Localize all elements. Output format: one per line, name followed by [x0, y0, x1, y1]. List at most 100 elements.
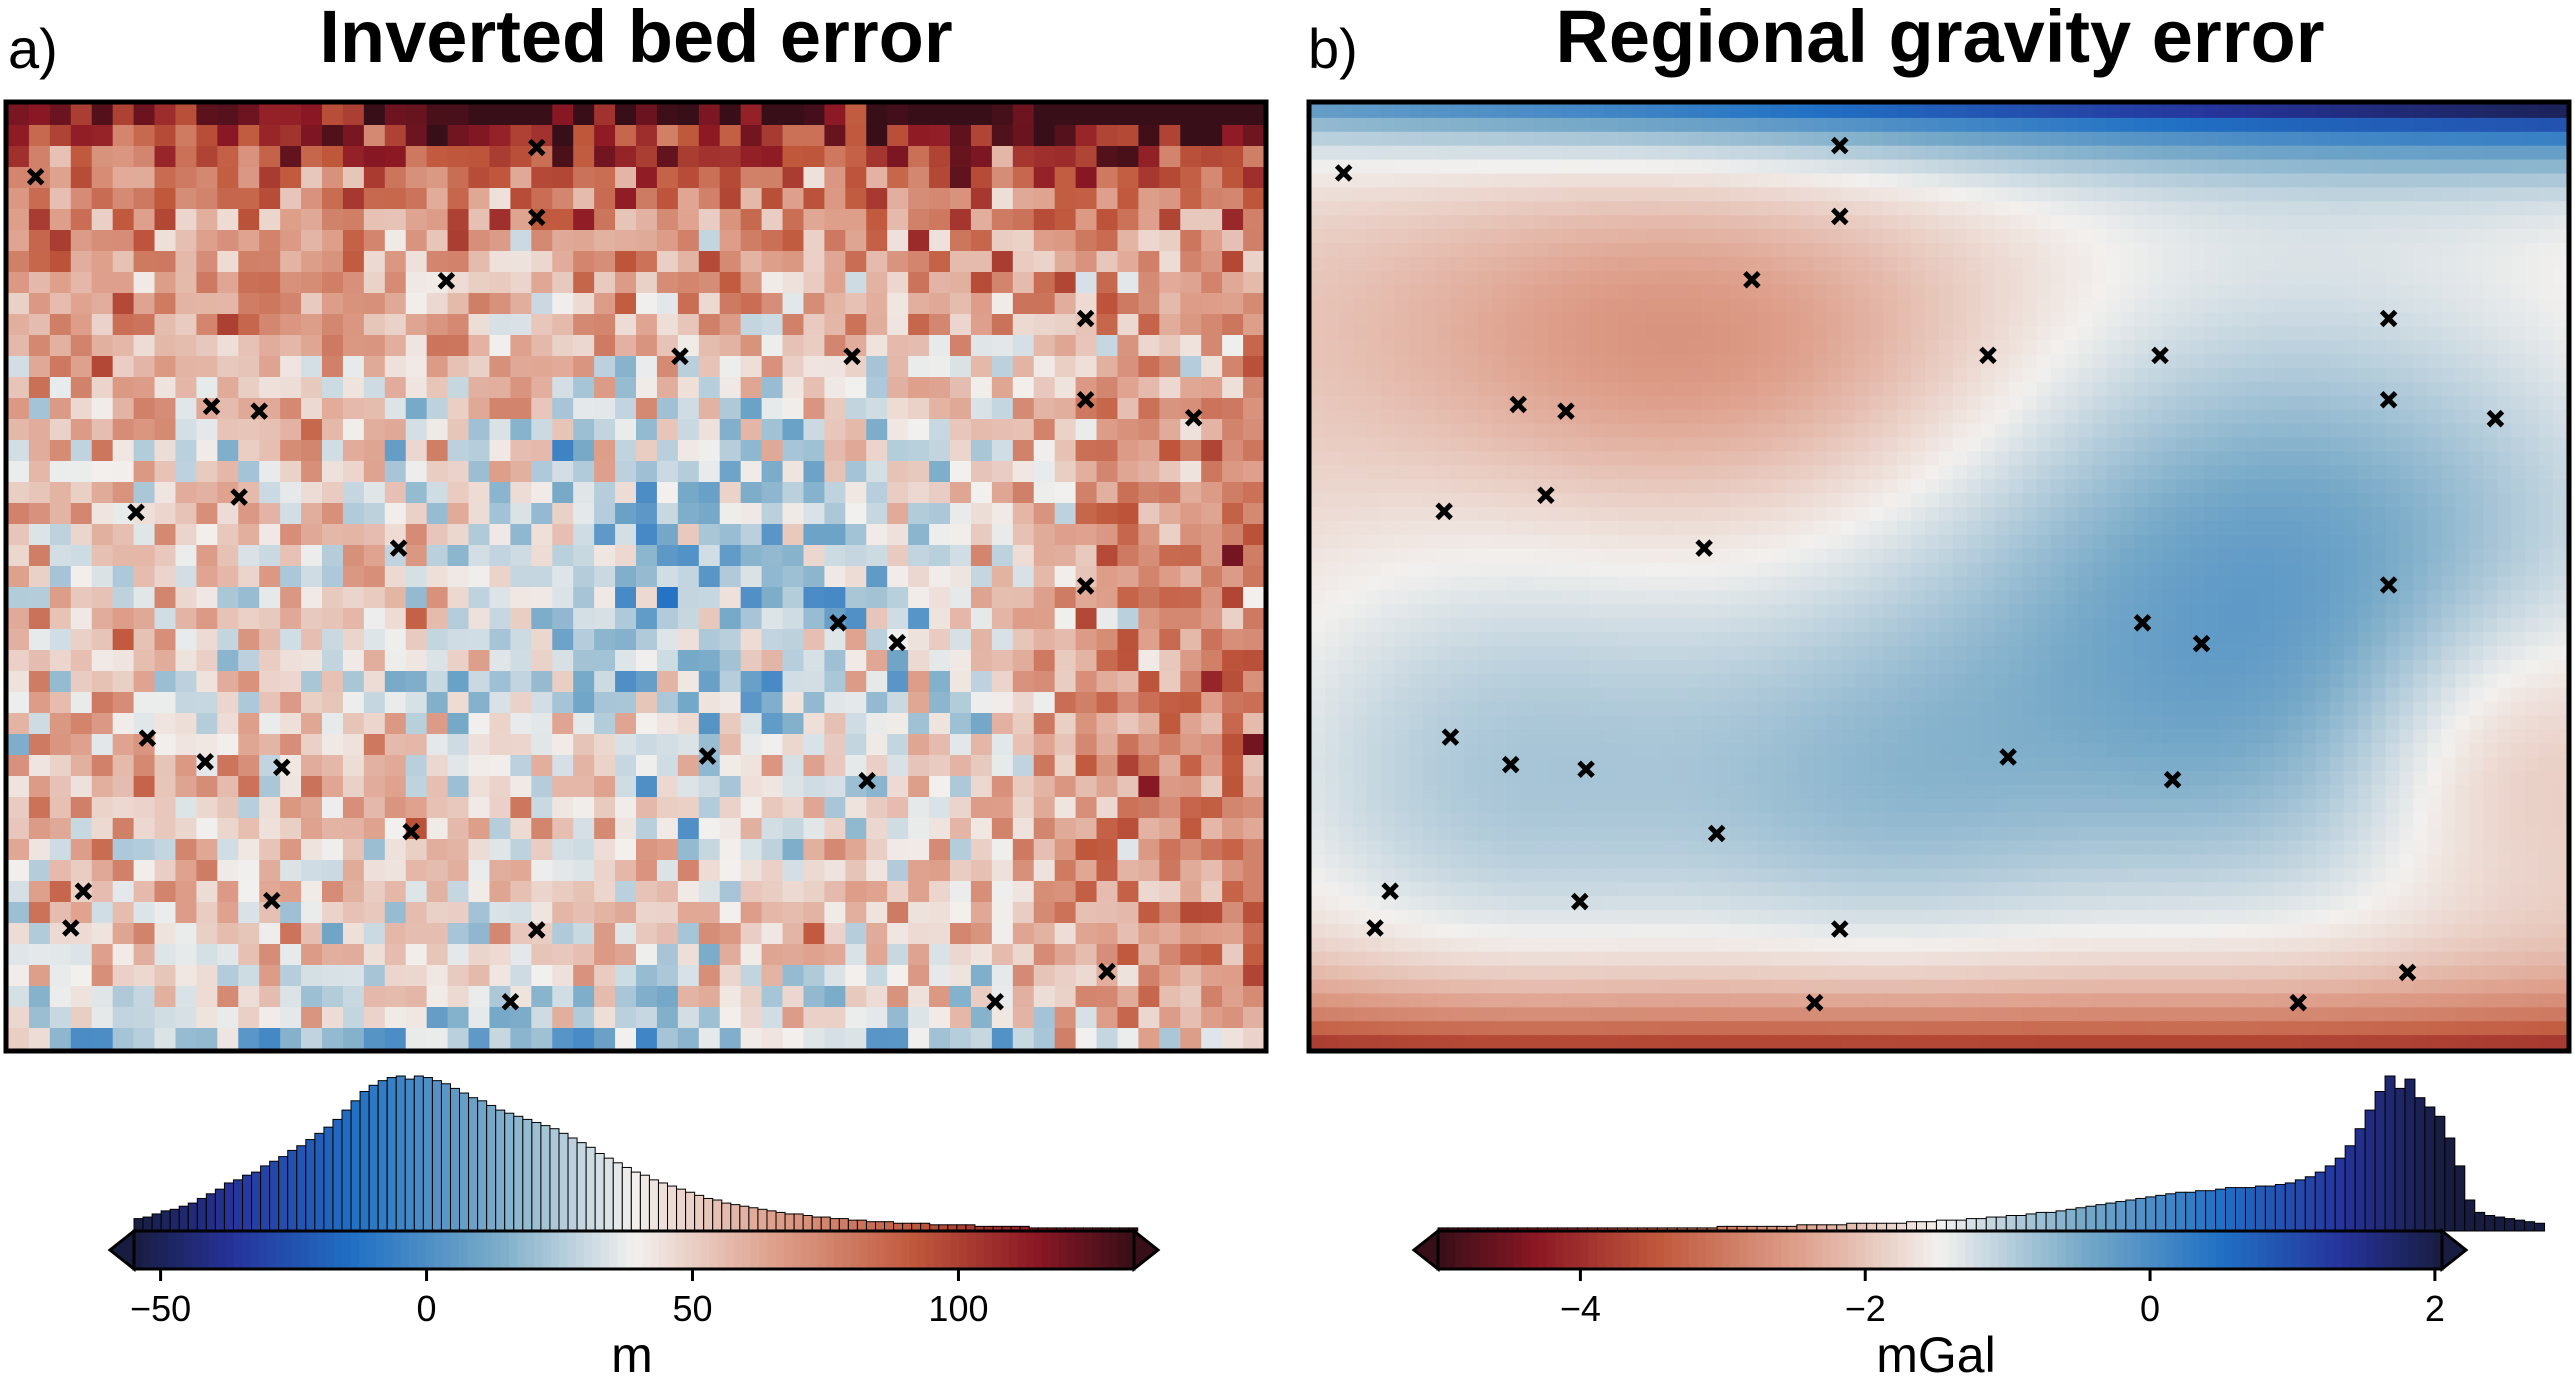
grid-cell [91, 272, 114, 294]
grid-cell [1911, 270, 1926, 286]
grid-cell [719, 818, 742, 840]
grid-cell [175, 818, 197, 840]
grid-cell [970, 503, 993, 525]
grid-cell [1827, 284, 1842, 300]
grid-cell [133, 587, 156, 609]
grid-cell [2022, 173, 2038, 188]
grid-cell [740, 965, 763, 987]
grid-cell [594, 629, 616, 651]
grid-cell [2413, 201, 2429, 216]
grid-cell [2329, 256, 2345, 272]
grid-cell [1243, 209, 1264, 231]
grid-cell [342, 524, 365, 546]
grid-cell [803, 314, 825, 336]
grid-cell [2301, 201, 2317, 216]
grid-cell [1159, 440, 1181, 462]
grid-cell [2525, 229, 2540, 244]
grid-cell [761, 419, 784, 441]
grid-cell [1562, 312, 1577, 327]
grid-cell [887, 272, 909, 294]
grid-cell [1243, 314, 1264, 336]
grid-cell [803, 167, 825, 189]
grid-cell [8, 797, 30, 819]
grid-cell [2036, 187, 2052, 202]
histogram-bar [368, 1084, 379, 1232]
grid-cell [468, 860, 491, 882]
grid-cell [217, 944, 239, 966]
colorbar-segment [225, 1231, 235, 1269]
grid-cell [782, 650, 805, 672]
grid-cell [1952, 215, 1968, 230]
grid-cell [175, 1007, 197, 1029]
colorbar-segment [784, 1231, 793, 1269]
grid-cell [1897, 215, 1912, 230]
grid-cell [2357, 326, 2373, 341]
grid-cell [1201, 146, 1223, 168]
grid-cell [1054, 314, 1077, 336]
grid-cell [8, 944, 30, 966]
grid-cell [1464, 242, 1480, 258]
grid-cell [929, 146, 951, 168]
grid-cell [1180, 860, 1202, 882]
grid-cell [573, 818, 595, 840]
grid-cell [280, 503, 302, 525]
grid-cell [970, 104, 993, 126]
grid-cell [363, 860, 386, 882]
grid-cell [991, 818, 1014, 840]
grid-cell [2134, 145, 2149, 161]
grid-cell [49, 335, 72, 357]
grid-cell [468, 167, 491, 189]
grid-cell [1478, 298, 1494, 314]
grid-cell [426, 986, 449, 1008]
grid-cell [1757, 104, 1773, 119]
grid-cell [468, 272, 491, 294]
grid-cell [468, 482, 491, 504]
grid-cell [1813, 104, 1828, 119]
grid-cell [1311, 145, 1326, 161]
grid-cell [2399, 159, 2415, 175]
grid-cell [1159, 188, 1181, 210]
grid-cell [1436, 131, 1452, 147]
grid-cell [824, 797, 846, 819]
grid-cell [1548, 229, 1563, 244]
grid-cell [2525, 201, 2540, 216]
grid-cell [1096, 188, 1119, 210]
grid-cell [1159, 629, 1181, 651]
grid-cell [280, 188, 302, 210]
grid-cell [2176, 173, 2191, 188]
grid-cell [1785, 242, 1801, 258]
grid-cell [447, 839, 470, 861]
grid-cell [761, 650, 784, 672]
colorbar-segment [409, 1231, 418, 1269]
grid-cell [1450, 215, 1466, 230]
grid-cell [1366, 354, 1382, 369]
grid-cell [489, 1028, 511, 1049]
grid-cell [1604, 326, 1619, 341]
grid-cell [970, 545, 993, 567]
grid-cell [1222, 902, 1244, 924]
grid-cell [447, 797, 470, 819]
grid-cell [573, 566, 595, 588]
grid-cell [384, 356, 407, 378]
grid-cell [950, 356, 972, 378]
grid-cell [426, 1028, 449, 1049]
grid-cell [1117, 503, 1139, 525]
grid-cell [845, 398, 867, 420]
grid-cell [1492, 215, 1507, 230]
grid-cell [991, 839, 1014, 861]
grid-cell [154, 398, 177, 420]
grid-cell [1201, 629, 1223, 651]
grid-cell [489, 440, 511, 462]
colorbar-segment [342, 1231, 352, 1269]
grid-cell [531, 482, 553, 504]
grid-cell [1201, 440, 1223, 462]
grid-cell [468, 230, 491, 252]
grid-cell [2120, 145, 2135, 161]
grid-cell [2022, 145, 2038, 161]
grid-cell [531, 545, 553, 567]
grid-cell [1827, 256, 1842, 272]
grid-cell [636, 671, 658, 693]
grid-cell [2385, 104, 2401, 119]
grid-cell [929, 797, 951, 819]
grid-cell [447, 965, 470, 987]
